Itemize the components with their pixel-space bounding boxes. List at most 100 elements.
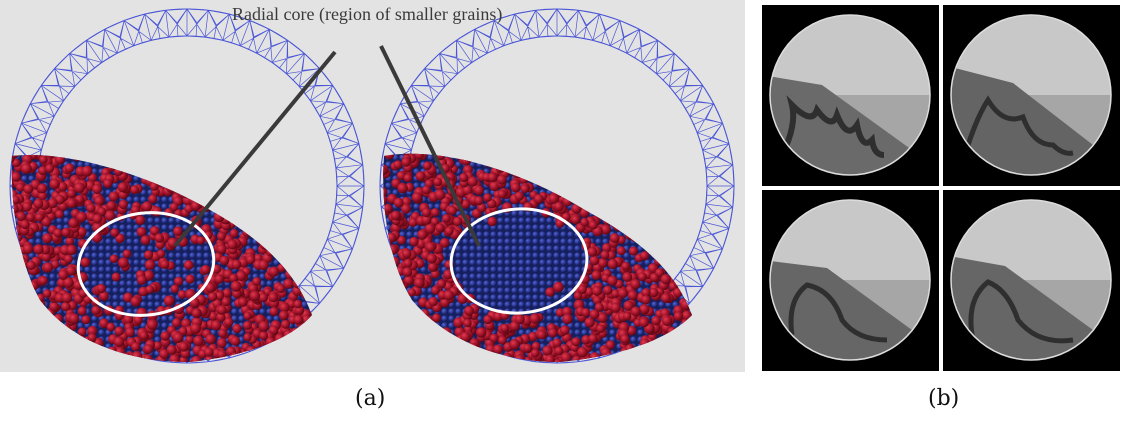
- large-grain: [283, 278, 294, 289]
- large-grain: [512, 168, 522, 179]
- large-grain: [260, 221, 270, 230]
- large-grain: [174, 276, 184, 286]
- large-grain: [182, 184, 193, 195]
- large-grain: [555, 153, 567, 155]
- large-grain: [61, 292, 73, 304]
- large-grain: [289, 144, 300, 155]
- large-grain: [680, 225, 691, 236]
- large-grain: [383, 166, 387, 177]
- large-grain: [600, 143, 610, 153]
- large-grain: [285, 161, 296, 172]
- large-grain: [208, 174, 217, 183]
- large-grain: [431, 285, 440, 295]
- right-granular-bed: [373, 141, 692, 362]
- large-grain: [648, 359, 659, 362]
- large-grain: [373, 352, 382, 361]
- large-grain: [597, 210, 607, 220]
- large-grain: [186, 188, 196, 198]
- large-grain: [639, 317, 649, 328]
- large-grain: [207, 180, 219, 192]
- large-grain: [652, 247, 664, 258]
- large-grain: [442, 337, 453, 348]
- large-grain: [11, 276, 12, 286]
- large-grain: [271, 154, 282, 160]
- large-grain: [403, 331, 415, 343]
- large-grain: [437, 356, 448, 362]
- large-grain: [295, 239, 305, 250]
- large-grain: [18, 326, 29, 337]
- large-grain: [197, 158, 208, 168]
- large-grain: [470, 141, 479, 150]
- large-grain: [290, 327, 301, 338]
- large-grain: [439, 237, 450, 248]
- large-grain: [248, 182, 259, 193]
- large-grain: [467, 346, 477, 357]
- large-grain: [219, 255, 230, 266]
- large-grain: [183, 260, 194, 270]
- large-grain: [402, 299, 411, 309]
- large-grain: [401, 196, 412, 207]
- large-grain: [224, 317, 234, 327]
- large-grain: [215, 291, 225, 301]
- large-grain: [110, 228, 120, 238]
- large-grain: [221, 195, 232, 206]
- large-grain: [667, 326, 677, 337]
- large-grain: [387, 275, 397, 285]
- large-grain: [402, 308, 413, 319]
- large-grain: [664, 171, 673, 180]
- large-grain: [298, 154, 308, 162]
- large-grain: [591, 173, 602, 183]
- large-grain: [383, 233, 385, 243]
- large-grain: [304, 242, 312, 252]
- large-grain: [205, 187, 215, 197]
- large-grain: [404, 299, 414, 309]
- large-grain: [459, 172, 469, 183]
- large-grain: [681, 349, 690, 359]
- large-grain: [489, 333, 499, 343]
- large-grain: [589, 255, 600, 266]
- large-grain: [682, 310, 692, 321]
- large-grain: [170, 284, 180, 294]
- large-grain: [554, 346, 564, 356]
- large-grain: [661, 144, 671, 154]
- large-grain: [240, 218, 252, 229]
- large-grain: [628, 246, 638, 256]
- large-grain: [169, 154, 179, 156]
- large-grain: [35, 316, 45, 326]
- large-grain: [29, 332, 40, 343]
- large-grain: [281, 154, 290, 158]
- large-grain: [563, 154, 572, 164]
- large-grain: [668, 259, 679, 270]
- large-grain: [668, 178, 677, 187]
- large-grain: [628, 198, 639, 209]
- large-grain: [250, 198, 261, 209]
- large-grain: [664, 143, 673, 152]
- large-grain: [463, 153, 472, 161]
- large-grain: [196, 236, 205, 245]
- large-grain: [599, 193, 609, 203]
- large-grain: [21, 303, 32, 315]
- large-grain: [214, 166, 225, 177]
- large-grain: [22, 243, 34, 255]
- large-grain: [496, 174, 507, 185]
- large-grain: [156, 154, 167, 161]
- large-grain: [243, 184, 254, 195]
- large-grain: [16, 322, 27, 333]
- large-grain: [216, 312, 226, 322]
- large-grain: [592, 285, 603, 296]
- large-grain: [600, 224, 612, 235]
- large-grain: [597, 201, 607, 212]
- large-grain: [395, 278, 405, 289]
- large-grain: [446, 354, 457, 362]
- large-grain: [656, 162, 666, 172]
- large-grain: [281, 158, 291, 169]
- large-grain: [393, 197, 404, 208]
- large-grain: [205, 282, 216, 293]
- large-grain: [297, 154, 307, 158]
- large-grain: [282, 207, 292, 217]
- large-grain: [78, 353, 88, 362]
- large-grain: [628, 168, 639, 179]
- large-grain: [576, 195, 586, 205]
- large-grain: [125, 327, 135, 338]
- large-grain: [220, 160, 232, 172]
